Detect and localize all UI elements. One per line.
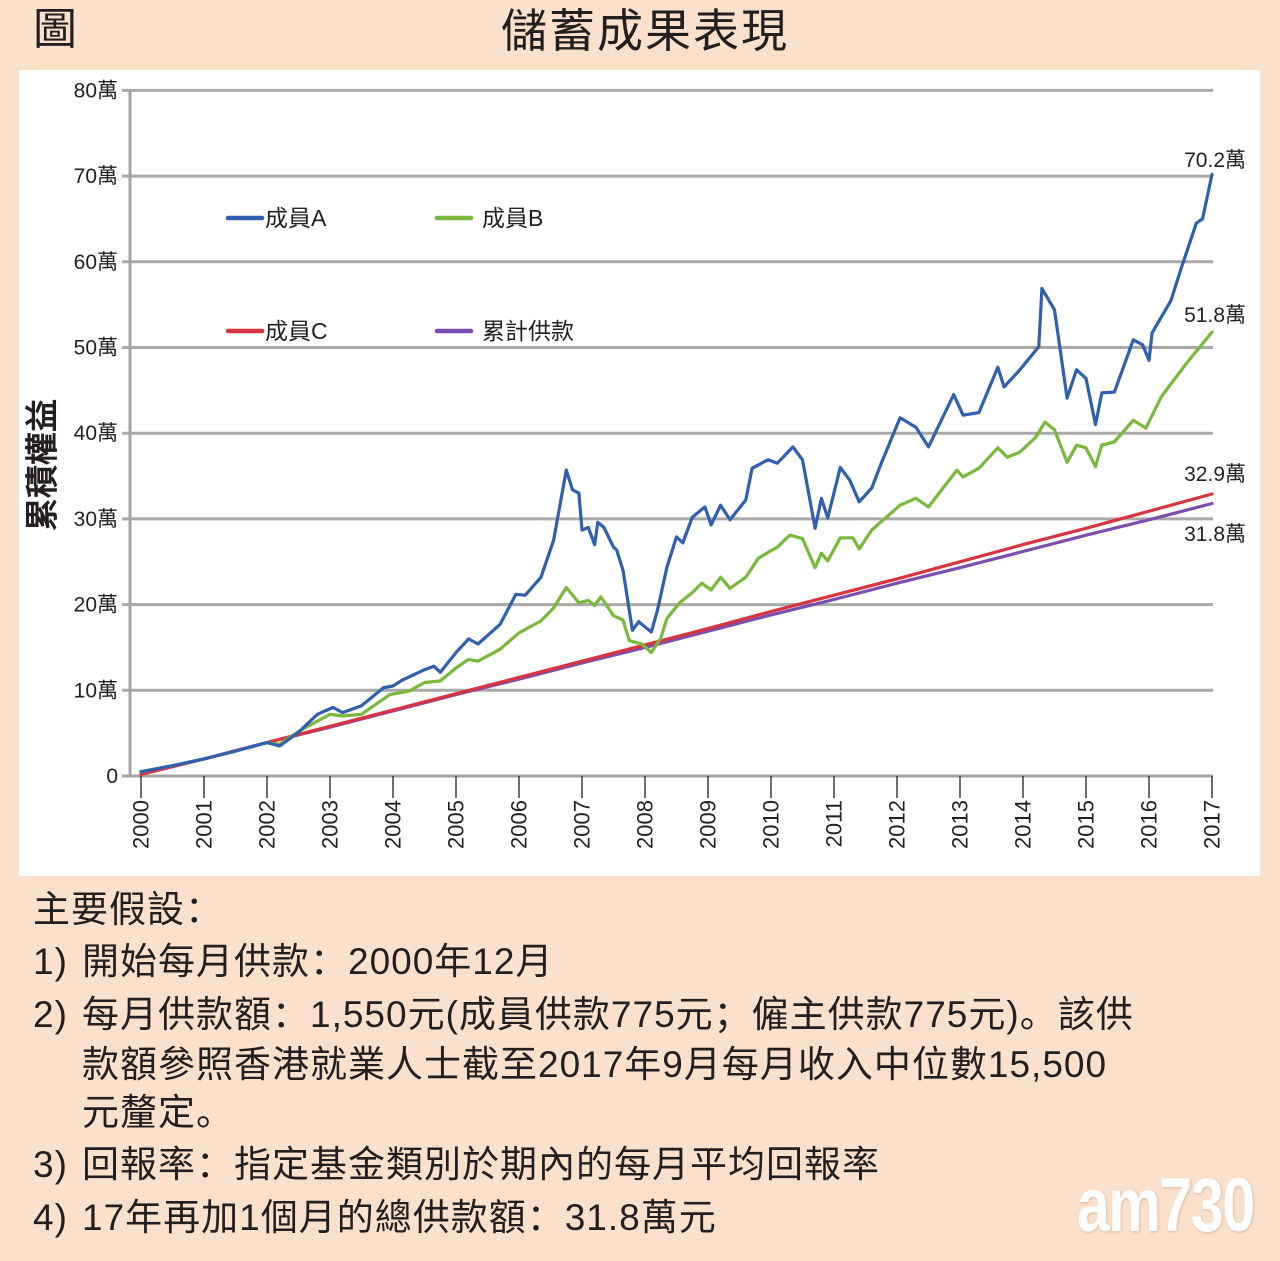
y-tick-label: 50萬: [74, 337, 118, 360]
gridlines: [122, 88, 1213, 692]
x-tick-label: 2007: [570, 800, 595, 849]
note-item-4: 4) 17年再加1個月的總供款額：31.8萬元: [33, 1193, 717, 1243]
legend-label: 累計供款: [482, 318, 574, 344]
y-tick-label: 70萬: [74, 165, 118, 188]
y-tick-label: 10萬: [74, 679, 118, 702]
end-label-cumulative-contributions: 31.8萬: [1184, 523, 1246, 546]
x-tick-label: 2005: [444, 800, 469, 849]
y-axis-labels: 0 10萬 20萬 30萬 40萬 50萬 60萬 70萬 80萬: [74, 79, 118, 788]
x-tick-label: 2009: [696, 800, 721, 849]
note-text: 每月供款額：1,550元(成員供款775元；僱主供款775元)。該供: [82, 994, 1134, 1035]
y-tick-label: 60萬: [74, 251, 118, 274]
chart-panel: [19, 70, 1260, 876]
legend-item-member-a: 成員A: [225, 205, 327, 231]
note-item-2-continued: 元釐定。: [82, 1092, 234, 1133]
x-tick-label: 2015: [1074, 800, 1099, 849]
y-tick-label: 30萬: [74, 508, 118, 531]
end-value-labels: 70.2萬 51.8萬 32.9萬 31.8萬: [1184, 149, 1246, 546]
x-tick-label: 2001: [192, 800, 217, 849]
x-tick-label: 2014: [1011, 800, 1036, 849]
x-tick-label: 2004: [381, 800, 406, 849]
note-number: 2): [33, 994, 68, 1035]
note-number: 1): [33, 941, 68, 982]
figure-label: 圖: [33, 5, 77, 54]
note-item-1: 1) 開始每月供款：2000年12月: [33, 937, 553, 987]
end-label-member-a: 70.2萬: [1184, 149, 1246, 172]
y-axis-title: 累積權益: [24, 399, 61, 531]
notes-heading: 主要假設：: [33, 889, 223, 930]
note-number: 3): [33, 1144, 68, 1185]
note-item-2: 2) 每月供款額：1,550元(成員供款775元；僱主供款775元)。該供: [33, 990, 1134, 1040]
series-lines: [139, 172, 1214, 776]
x-tick-label: 2006: [507, 800, 532, 849]
x-tick-label: 2000: [129, 800, 154, 849]
x-axis-labels: 2000 2001 2002 2003 2004 2005 2006 2007 2008 2009…: [129, 776, 1225, 849]
y-tick-label: 0: [106, 765, 118, 788]
end-label-member-c: 32.9萬: [1184, 463, 1246, 486]
series-line-member-c: [139, 492, 1214, 776]
note-text: 開始每月供款：2000年12月: [82, 941, 554, 982]
x-tick-label: 2012: [885, 800, 910, 849]
series-line-member-a: [139, 172, 1214, 774]
x-tick-label: 2010: [759, 800, 784, 849]
note-number: 4): [33, 1197, 68, 1238]
note-item-3: 3) 回報率：指定基金類別於期內的每月平均回報率: [33, 1140, 880, 1190]
y-tick-label: 40萬: [74, 422, 118, 445]
x-tick-label: 2003: [318, 800, 343, 849]
legend-item-member-b: 成員B: [434, 205, 543, 231]
end-label-member-b: 51.8萬: [1184, 304, 1246, 327]
x-tick-label: 2011: [822, 800, 847, 847]
legend-item-cumulative-contributions: 累計供款: [434, 318, 574, 344]
y-tick-label: 80萬: [74, 79, 118, 102]
watermark-logo: am730: [1077, 1163, 1255, 1248]
legend-label: 成員C: [265, 318, 328, 344]
x-tick-label: 2008: [633, 800, 658, 849]
legend: 成員A 成員B 成員C 累計供款: [225, 205, 574, 344]
series-line-member-b: [139, 330, 1214, 774]
note-text: 回報率：指定基金類別於期內的每月平均回報率: [82, 1144, 880, 1185]
note-text: 17年再加1個月的總供款額：31.8萬元: [82, 1197, 717, 1238]
note-item-2-continued: 款額參照香港就業人士截至2017年9月每月收入中位數15,500: [82, 1044, 1108, 1085]
legend-item-member-c: 成員C: [225, 318, 328, 344]
x-tick-label: 2016: [1137, 800, 1162, 849]
y-tick-label: 20萬: [74, 594, 118, 617]
chart-title: 儲蓄成果表現: [501, 5, 789, 57]
x-tick-label: 2002: [255, 800, 280, 849]
legend-label: 成員B: [482, 205, 543, 231]
legend-label: 成員A: [265, 205, 327, 231]
x-tick-label: 2013: [948, 800, 973, 849]
x-tick-label: 2017: [1200, 800, 1225, 849]
